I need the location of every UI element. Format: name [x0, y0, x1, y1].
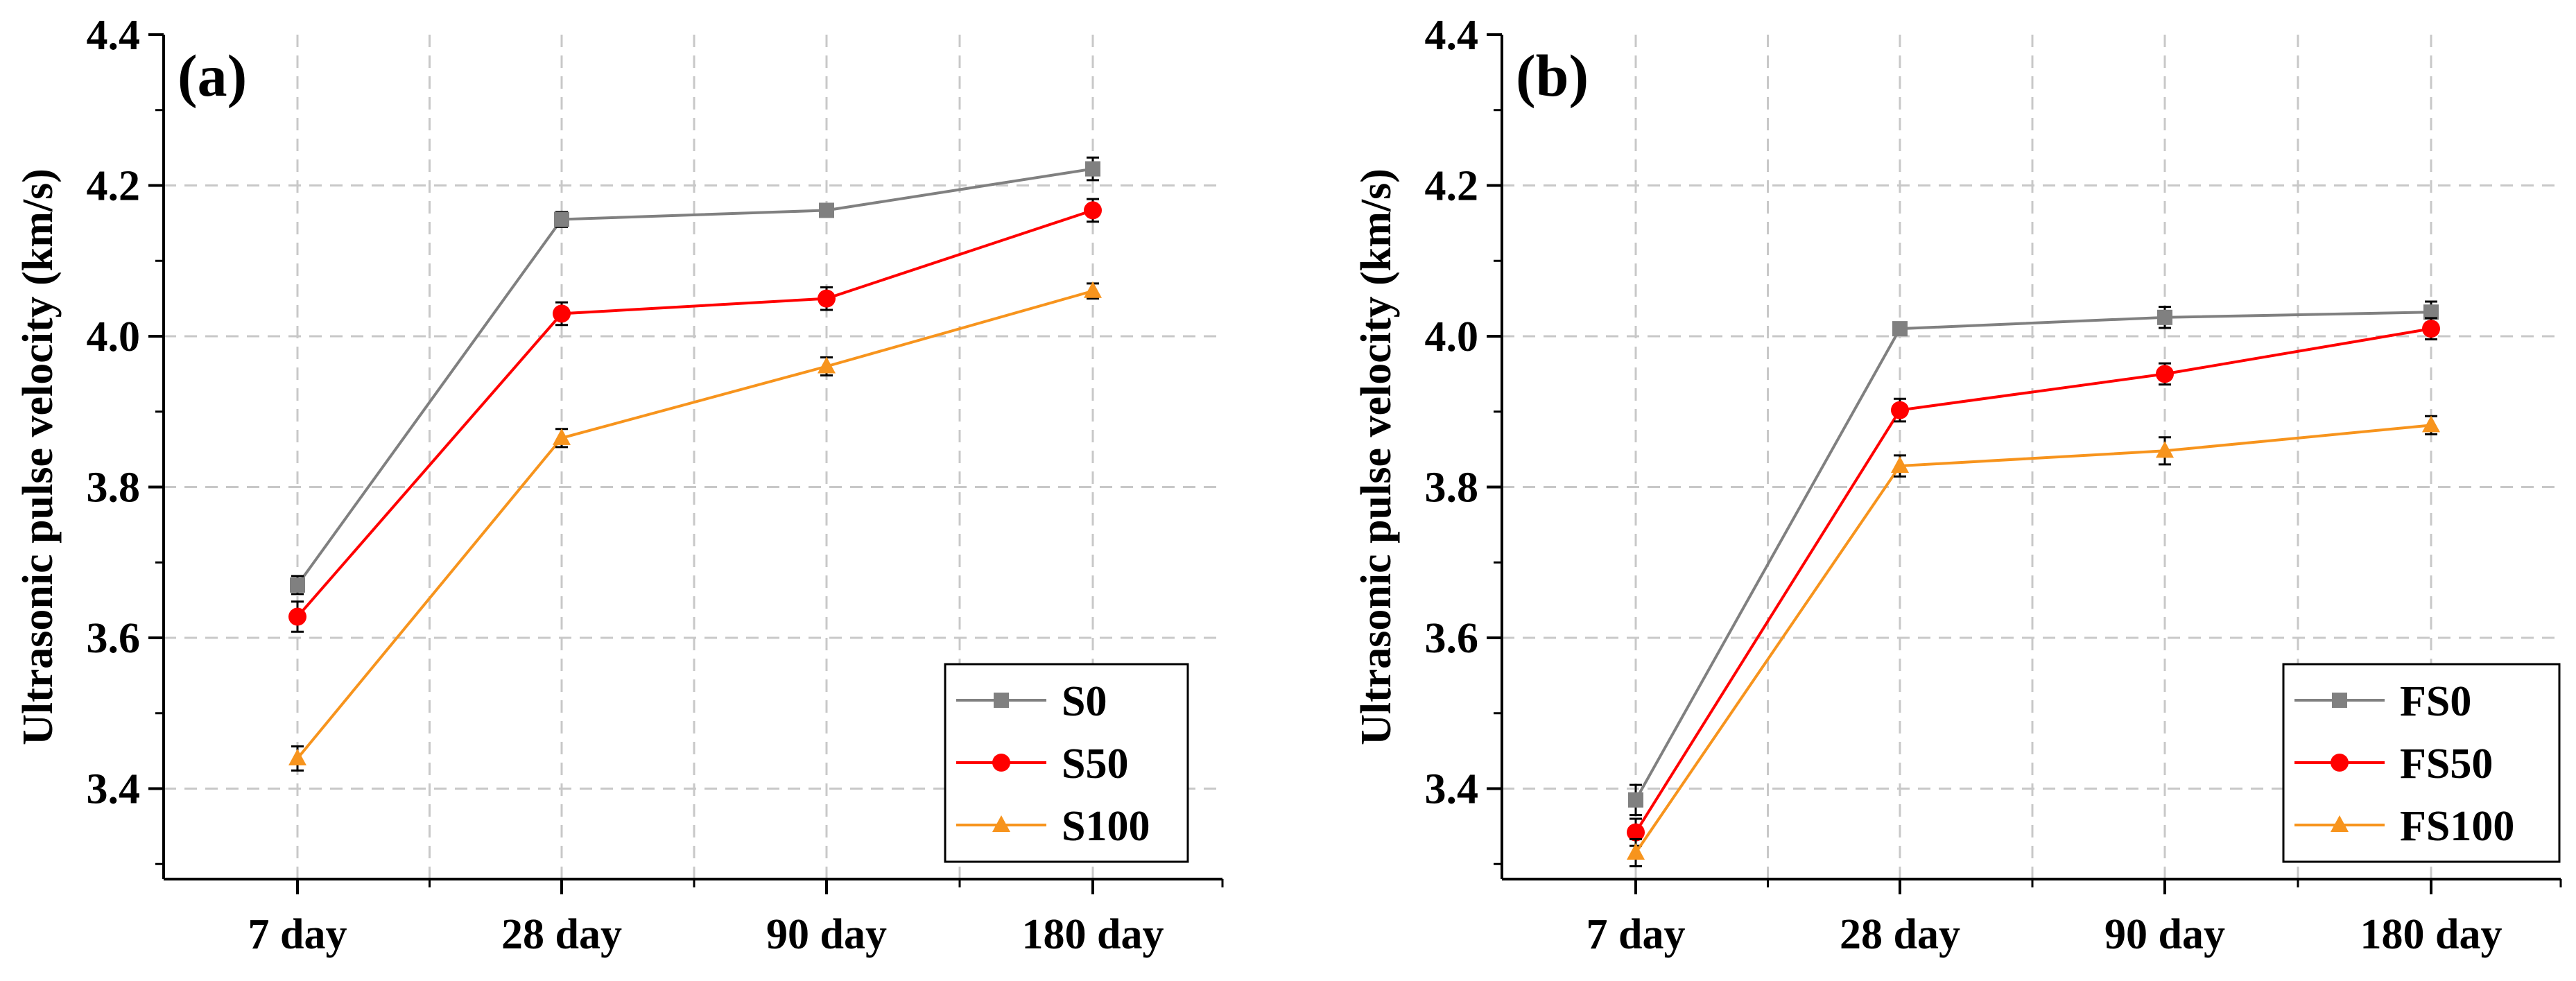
data-point-S0	[1085, 161, 1100, 177]
data-point-S50	[1084, 201, 1102, 220]
data-point-S100	[1084, 281, 1102, 298]
legend-label-FS0: FS0	[2400, 678, 2471, 725]
data-point-FS100	[1891, 456, 1909, 474]
y-tick-label: 3.6	[1425, 615, 1479, 662]
data-point-FS100	[2156, 441, 2174, 458]
series-S50	[288, 198, 1102, 633]
data-point-S0	[819, 202, 834, 218]
x-tick-label: 7 day	[248, 911, 347, 958]
legend-marker-S100	[992, 815, 1010, 832]
y-tick-label: 3.8	[87, 465, 141, 512]
panel-label: (b)	[1516, 42, 1589, 109]
x-tick-label: 28 day	[1840, 911, 1960, 958]
data-point-FS0	[1628, 792, 1643, 808]
legend-marker-S0	[994, 693, 1009, 708]
series-line-S0	[296, 167, 1093, 587]
legend-marker-FS100	[2331, 815, 2349, 832]
data-point-S50	[288, 607, 306, 626]
y-axis-title: Ultrasonic pulse velocity (km/s)	[1353, 168, 1400, 745]
series-S100	[288, 281, 1102, 772]
x-tick-label: 180 day	[2360, 911, 2502, 958]
data-point-S100	[553, 428, 571, 445]
data-point-S50	[553, 304, 571, 323]
x-tick-label: 90 day	[2104, 911, 2225, 958]
data-point-FS0	[1892, 321, 1908, 337]
data-point-FS50	[2156, 365, 2174, 383]
series-S0	[290, 156, 1100, 596]
data-point-S50	[818, 289, 836, 308]
y-tick-label: 4.4	[1425, 12, 1479, 59]
data-point-FS50	[1891, 401, 1909, 419]
series-line-FS50	[1634, 327, 2432, 833]
data-point-S100	[288, 749, 306, 765]
x-tick-label: 90 day	[766, 911, 887, 958]
data-point-FS50	[2422, 320, 2440, 338]
y-tick-label: 4.2	[1425, 163, 1479, 210]
chart-panel-b: 3.4 3.6 3.8 4.0 4.2 4.4 7 day 28 day 90 day 180 d…	[1353, 12, 2562, 958]
y-tick-label: 3.4	[87, 766, 141, 813]
data-point-FS0	[2423, 304, 2439, 320]
series-line-S100	[296, 289, 1093, 760]
series-line-FS100	[1634, 424, 2432, 854]
legend-label-S100: S100	[1062, 803, 1150, 850]
legend-label-FS50: FS50	[2400, 740, 2493, 788]
chart-panel-a: 3.4 3.6 3.8 4.0 4.2 4.4 7 day 28 day 90 day 180 d…	[15, 12, 1224, 958]
series-FS50	[1627, 317, 2440, 847]
series-FS100	[1627, 415, 2440, 868]
y-tick-label: 4.4	[87, 12, 141, 59]
y-tick-label: 3.4	[1425, 766, 1479, 813]
y-tick-label: 4.0	[1425, 313, 1479, 361]
x-tick-label: 28 day	[501, 911, 622, 958]
data-point-FS100	[2422, 415, 2440, 433]
data-point-S0	[290, 577, 305, 593]
legend-label-FS100: FS100	[2400, 803, 2514, 850]
legend-marker-FS0	[2332, 693, 2347, 708]
y-tick-label: 3.8	[1425, 465, 1479, 512]
series-line-FS0	[1634, 311, 2432, 801]
y-tick-label: 4.0	[87, 313, 141, 361]
data-point-S0	[554, 211, 569, 227]
data-point-S100	[818, 356, 836, 374]
legend: FS0 FS50 FS100	[2282, 663, 2561, 863]
legend-marker-S50	[992, 754, 1010, 772]
legend-label-S50: S50	[1062, 740, 1128, 788]
y-axis-title: Ultrasonic pulse velocity (km/s)	[15, 168, 62, 745]
x-tick-label: 180 day	[1022, 911, 1164, 958]
legend: S0 S50 S100	[944, 663, 1189, 863]
x-tick-label: 7 day	[1587, 911, 1686, 958]
panel-label: (a)	[178, 42, 247, 109]
y-tick-label: 3.6	[87, 615, 141, 662]
legend-label-S0: S0	[1062, 678, 1107, 725]
data-point-FS50	[1627, 823, 1645, 842]
data-point-FS0	[2157, 309, 2172, 325]
data-point-FS100	[1627, 842, 1645, 860]
legend-marker-FS50	[2331, 754, 2349, 772]
y-tick-label: 4.2	[87, 163, 141, 210]
series-line-S50	[296, 209, 1093, 618]
